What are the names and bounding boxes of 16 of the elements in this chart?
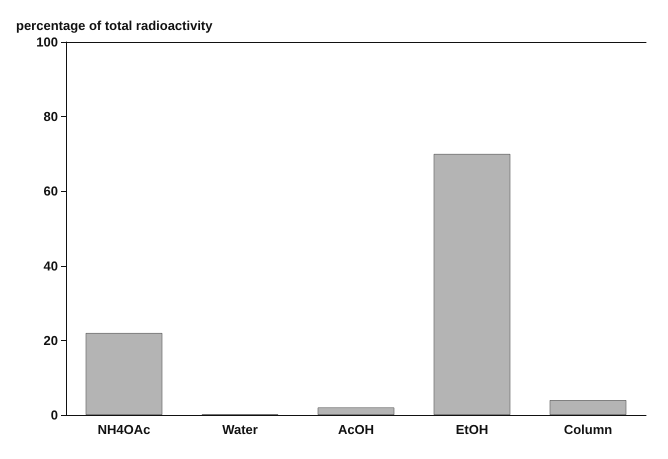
x-tick-label: Column bbox=[564, 422, 612, 437]
y-tick-label: 100 bbox=[36, 34, 58, 50]
y-tick-label: 60 bbox=[44, 184, 58, 199]
y-tick-label: 20 bbox=[44, 332, 58, 348]
bar bbox=[318, 408, 394, 415]
y-tick-label: 80 bbox=[44, 109, 58, 124]
bar bbox=[86, 332, 162, 415]
bar bbox=[434, 154, 510, 415]
y-axis-title: percentage of total radioactivity bbox=[16, 18, 214, 33]
x-tick-label: EtOH bbox=[456, 422, 488, 437]
bar bbox=[550, 400, 626, 415]
x-tick-label: AcOH bbox=[338, 422, 374, 437]
x-tick-label: NH4OAc bbox=[98, 422, 150, 437]
x-tick-label: Water bbox=[222, 422, 258, 437]
y-tick-label: 40 bbox=[44, 258, 58, 274]
y-tick-label: 0 bbox=[50, 408, 58, 422]
